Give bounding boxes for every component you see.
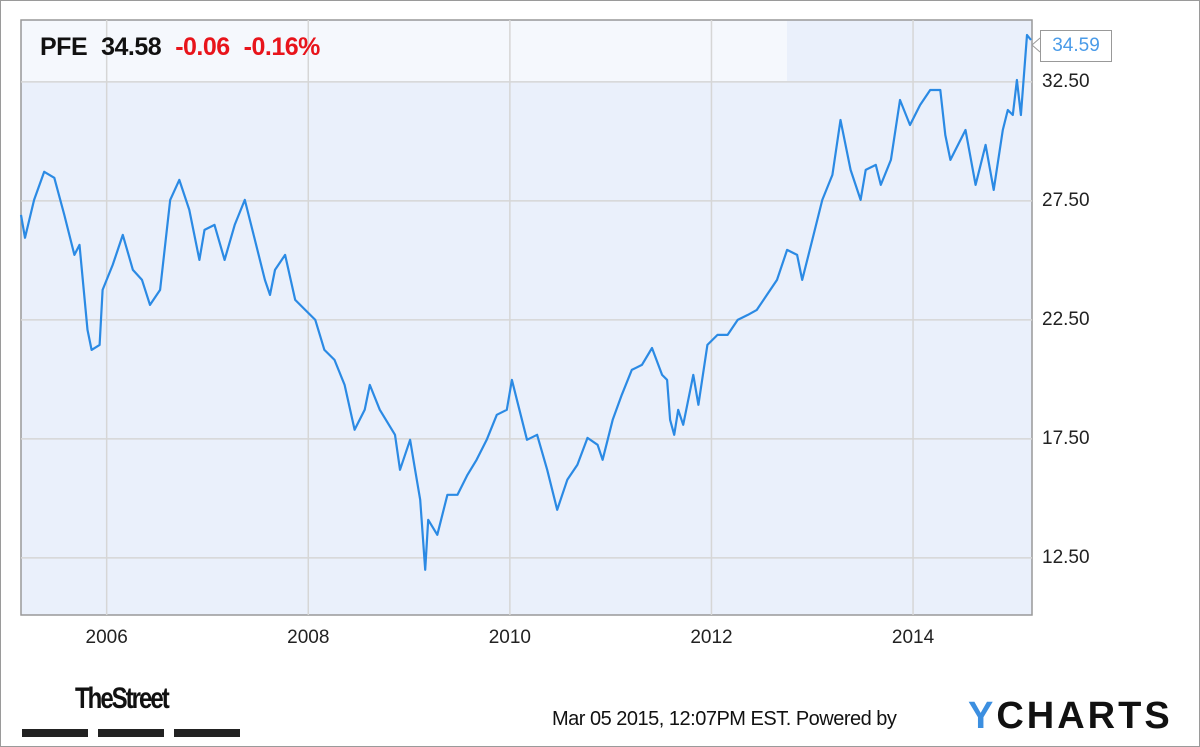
last-value-label: 34.59 [1040, 30, 1112, 62]
price-line [19, 33, 1032, 571]
x-tick-label: 2014 [891, 627, 935, 648]
y-tick-label: 27.50 [1042, 189, 1090, 211]
x-tick-label: 2010 [488, 627, 531, 648]
x-tick-label: 2006 [85, 627, 128, 648]
quote-header: PFE 34.58 -0.06 -0.16% [40, 33, 334, 62]
price: 34.58 [101, 33, 162, 61]
y-tick-label: 22.50 [1042, 308, 1090, 330]
ycharts-logo: YCHARTS [968, 695, 1173, 737]
footer-text: Mar 05 2015, 12:07PM EST. Powered by [552, 708, 897, 731]
y-tick-label: 17.50 [1042, 427, 1090, 449]
plot-area [20, 19, 1033, 616]
y-tick-label: 12.50 [1042, 546, 1090, 568]
x-tick-label: 2008 [287, 627, 330, 648]
ticker-symbol: PFE [40, 33, 88, 61]
last-value-pointer [1031, 37, 1041, 53]
y-tick-label: 32.50 [1042, 70, 1090, 92]
powered-by: Powered by [795, 708, 897, 730]
thestreet-logo-bars [22, 724, 250, 742]
thestreet-logo: TheStreet [75, 682, 170, 715]
timestamp: Mar 05 2015, 12:07PM EST. [552, 708, 791, 730]
change-percent: -0.16% [243, 33, 321, 61]
header-band [22, 21, 787, 81]
change: -0.06 [175, 33, 230, 61]
x-tick-label: 2012 [690, 627, 733, 648]
